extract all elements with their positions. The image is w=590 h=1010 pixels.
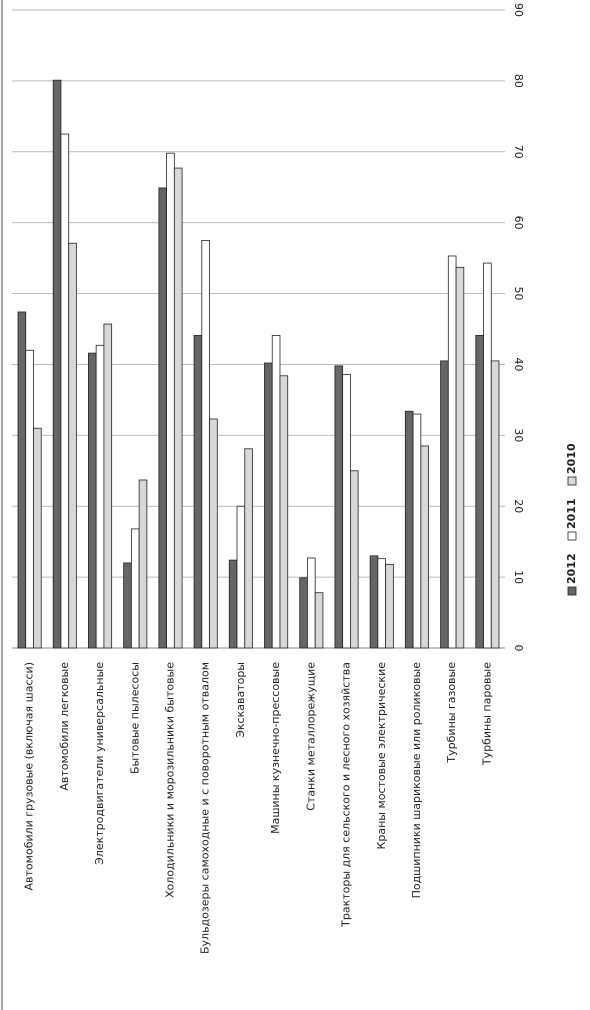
y-tick-label: 80 (512, 74, 525, 88)
x-tick-label: Подшипники шариковые или роликовые (410, 662, 423, 899)
bar (228, 559, 238, 649)
bar (95, 344, 105, 649)
x-tick-label: Турбины газовые (445, 662, 458, 764)
bar (377, 558, 387, 649)
bar (307, 557, 316, 649)
bar (173, 167, 183, 649)
bar (350, 470, 359, 649)
bar (475, 334, 484, 649)
bar (103, 323, 113, 649)
legend-swatch (567, 531, 577, 541)
x-tick-label: Холодильники и морозильники бытовые (163, 662, 176, 898)
bar (440, 360, 449, 649)
bar (404, 410, 414, 649)
bar (68, 242, 77, 649)
bar (369, 555, 379, 649)
y-tick-label: 70 (512, 145, 525, 159)
legend-item: 2010 (565, 443, 578, 486)
bar (236, 505, 246, 649)
bar (299, 577, 308, 649)
y-tick-label: 20 (512, 499, 525, 513)
y-tick-label: 10 (512, 570, 525, 584)
bar (385, 563, 394, 649)
bar (88, 352, 97, 649)
bar (201, 239, 210, 649)
bar (244, 448, 253, 649)
x-tick-label: Автомобили грузовые (включая шасси) (23, 662, 36, 890)
bar (271, 334, 281, 649)
bar (279, 375, 289, 649)
y-tick-label: 0 (512, 645, 525, 652)
bar (17, 311, 27, 649)
legend-label: 2011 (565, 498, 578, 529)
bar (412, 413, 422, 649)
y-tick-label: 30 (512, 428, 525, 442)
bar (447, 255, 457, 649)
bar (158, 187, 167, 649)
legend-item: 2011 (565, 498, 578, 541)
x-tick-label: Экскаваторы (234, 662, 247, 738)
bar (52, 79, 62, 649)
bar (483, 262, 492, 649)
bar (166, 152, 175, 649)
bar (60, 133, 70, 649)
bar (123, 562, 132, 649)
bar (455, 266, 465, 649)
y-tick-label: 50 (512, 287, 525, 301)
x-tick-label: Автомобили легковые (58, 662, 71, 791)
y-tick-label: 60 (512, 216, 525, 230)
legend-item: 2012 (565, 553, 578, 596)
y-tick-label: 40 (512, 357, 525, 371)
bar (334, 365, 344, 649)
legend-swatch (567, 586, 577, 596)
bar (25, 349, 34, 649)
bar (490, 360, 500, 649)
legend-swatch (567, 476, 577, 486)
legend-label: 2012 (565, 553, 578, 584)
bar (209, 418, 218, 649)
bar (130, 528, 140, 649)
bar (33, 427, 42, 649)
x-tick-label: Электродвигатели универсальные (93, 662, 106, 865)
bar (314, 592, 324, 649)
x-tick-label: Краны мостовые электрические (375, 662, 388, 850)
bar (138, 479, 148, 649)
x-tick-label: Бульдозеры самоходные и с поворотным отв… (199, 662, 212, 954)
bar (264, 362, 273, 649)
bar (193, 334, 203, 649)
x-tick-label: Машины кузнечно-прессовые (269, 662, 282, 834)
x-tick-label: Тракторы для сельского и лесного хозяйст… (340, 662, 353, 928)
x-tick-label: Турбины паровые (480, 662, 493, 766)
bar (342, 373, 351, 649)
legend-label: 2010 (565, 443, 578, 474)
y-tick-label: 90 (512, 3, 525, 17)
x-tick-label: Бытовые пылесосы (128, 662, 141, 774)
x-tick-label: Станки металлорежущие (304, 662, 317, 811)
bar (420, 445, 429, 649)
